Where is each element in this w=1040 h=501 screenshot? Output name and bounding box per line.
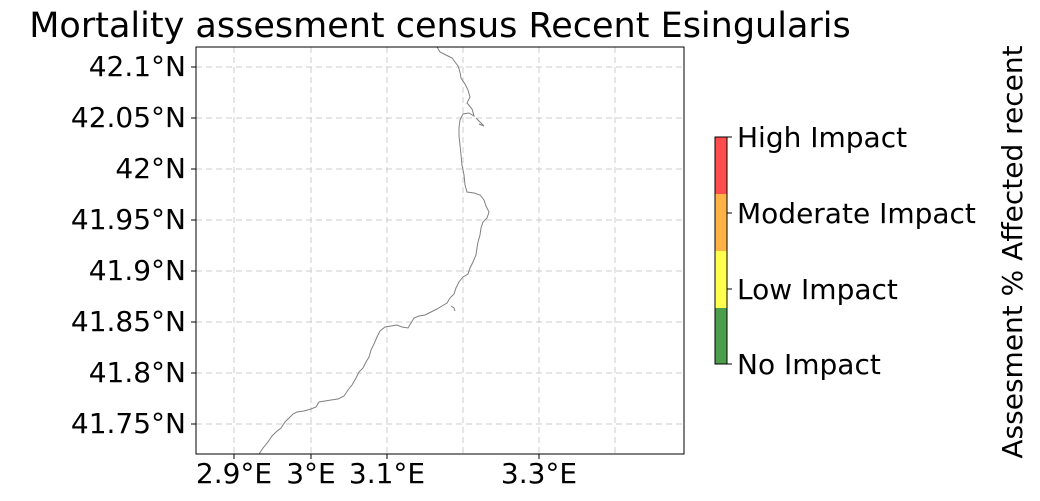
colorbar-segment-high — [715, 137, 727, 194]
colorbar-label-high: High Impact — [737, 121, 908, 154]
colorbar-title: Assesment % Affected recent — [996, 45, 1029, 459]
x-tick-label: 3.1°E — [348, 457, 426, 490]
y-tick-label: 41.85°N — [70, 305, 186, 338]
coastline-islet — [450, 305, 456, 312]
colorbar-tick-marks — [727, 136, 732, 365]
colorbar-segment-low — [715, 251, 727, 308]
map-frame — [195, 46, 685, 455]
coastline — [258, 46, 490, 455]
y-tick-marks — [191, 66, 196, 425]
y-tick-label: 41.8°N — [88, 356, 186, 389]
y-tick-label: 41.9°N — [88, 254, 186, 287]
colorbar-label-moderate: Moderate Impact — [737, 197, 976, 230]
colorbar-label-none: No Impact — [737, 348, 881, 381]
colorbar-segment-moderate — [715, 194, 727, 251]
map-title: Mortality assesment census Recent Esingu… — [29, 6, 851, 46]
x-tick-label: 3°E — [286, 457, 336, 490]
y-tick-label: 42°N — [115, 152, 186, 185]
x-tick-marks — [233, 454, 540, 459]
y-tick-label: 42.1°N — [88, 50, 186, 83]
x-tick-label: 2.9°E — [195, 457, 273, 490]
coastline-headland — [475, 117, 485, 127]
y-tick-label: 42.05°N — [70, 101, 186, 134]
gridlines — [196, 47, 684, 454]
colorbar-label-low: Low Impact — [737, 273, 898, 306]
x-tick-label: 3.3°E — [500, 457, 578, 490]
colorbar-segment-none — [715, 308, 727, 364]
y-tick-label: 41.95°N — [70, 203, 186, 236]
colorbar-frame — [714, 136, 728, 365]
y-tick-label: 41.75°N — [70, 407, 186, 440]
